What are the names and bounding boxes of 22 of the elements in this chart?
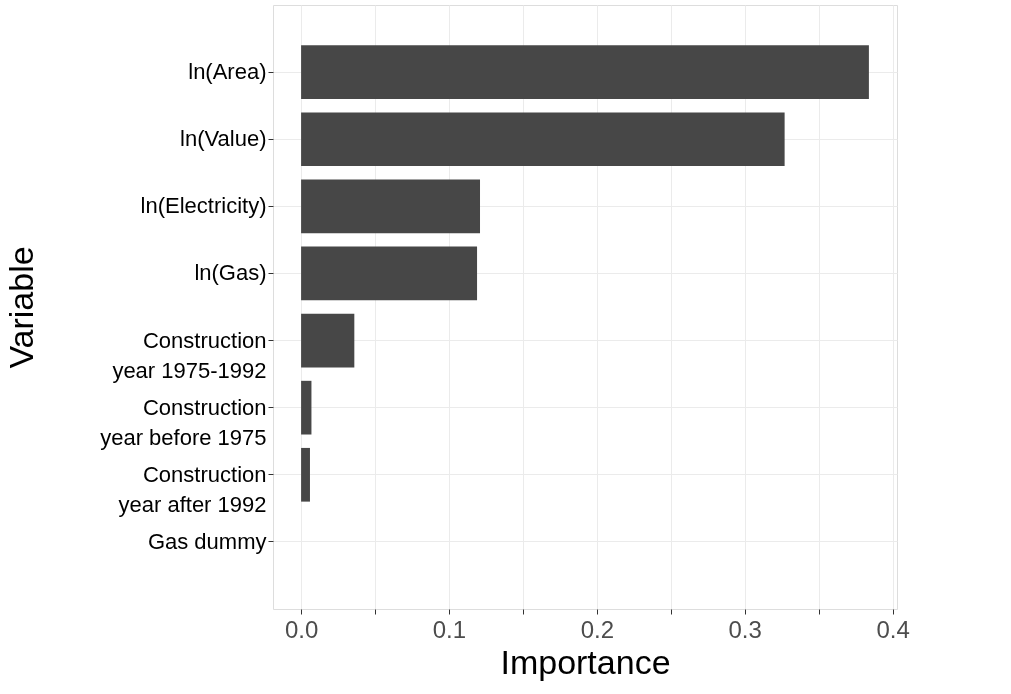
x-tick-label: 0.4 bbox=[876, 615, 910, 643]
x-tick-label: 0.3 bbox=[728, 615, 762, 643]
x-tick-label: 0.0 bbox=[284, 615, 319, 643]
y-tick-label: Construction year 1975-1992 bbox=[112, 327, 267, 383]
bar bbox=[301, 179, 481, 234]
bar bbox=[301, 45, 869, 99]
bar bbox=[301, 380, 312, 435]
y-axis-title: Variable bbox=[2, 246, 41, 369]
x-tick-label: 0.2 bbox=[580, 615, 615, 643]
x-tick-label: 0.1 bbox=[432, 615, 467, 643]
y-tick-label: ln(Area) bbox=[188, 59, 267, 85]
y-tick-label: ln(Value) bbox=[180, 126, 267, 152]
bar bbox=[301, 447, 310, 502]
bar bbox=[301, 313, 355, 368]
bar bbox=[301, 112, 785, 167]
y-tick-label: Construction year after 1992 bbox=[118, 461, 267, 517]
y-tick-label: ln(Gas) bbox=[194, 260, 267, 286]
y-tick-label: ln(Electricity) bbox=[140, 193, 267, 219]
bar bbox=[301, 246, 478, 301]
y-tick-label: Gas dummy bbox=[147, 528, 267, 554]
x-axis-title: Importance bbox=[500, 642, 671, 681]
y-tick-label: Construction year before 1975 bbox=[100, 394, 267, 450]
